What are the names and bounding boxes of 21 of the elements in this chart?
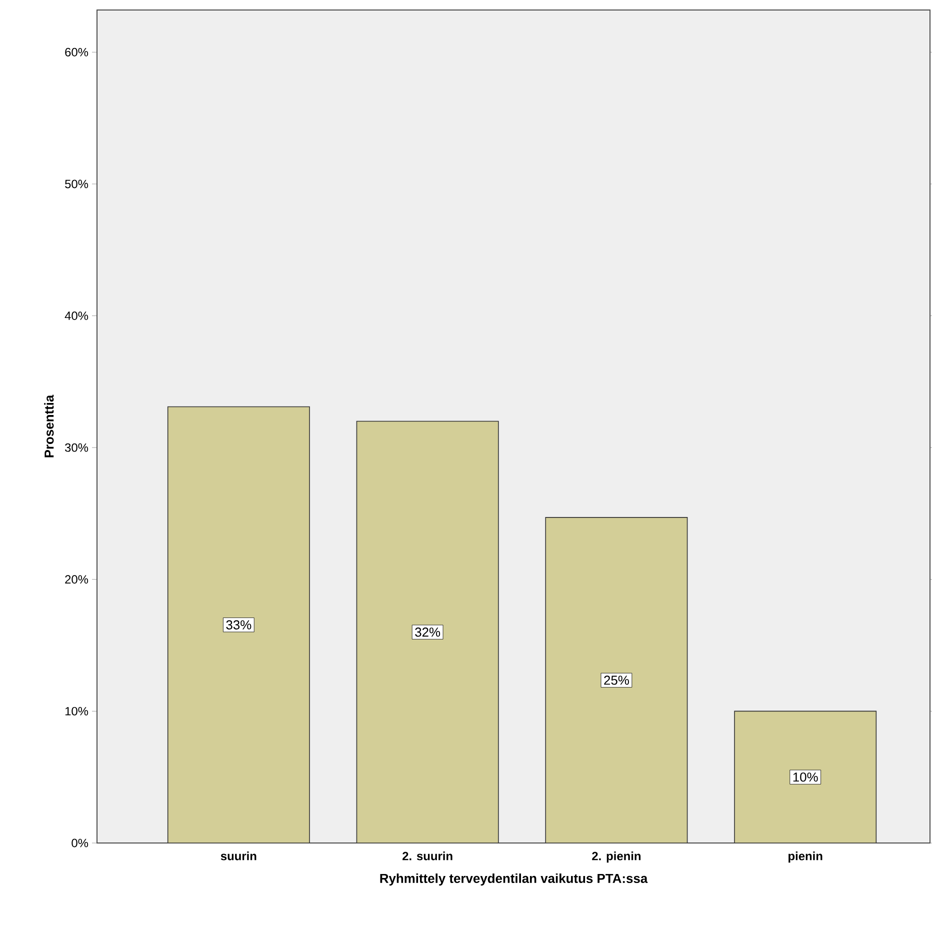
x-tick-label: 2. pienin <box>592 852 641 863</box>
y-tick-label: 50% <box>65 180 88 188</box>
data-label: 25% <box>604 676 629 685</box>
y-tick-label: 0% <box>72 838 88 848</box>
y-tick-label: 60% <box>65 48 88 56</box>
y-tick-label: 10% <box>65 706 88 716</box>
x-tick-label: pienin <box>788 852 822 863</box>
data-label: 32% <box>415 628 440 637</box>
x-tick-label: suurin <box>220 852 256 860</box>
data-label: 10% <box>793 772 818 782</box>
y-tick-label: 30% <box>65 443 88 452</box>
y-tick-label: 20% <box>65 575 88 584</box>
bar <box>734 710 877 843</box>
x-axis-title: Ryhmittely terveydentilan vaikutus PTA:ssa <box>380 873 648 886</box>
bar <box>168 406 310 843</box>
y-axis-title: Prosenttia <box>44 394 54 458</box>
bar <box>545 517 688 843</box>
bar <box>356 420 499 843</box>
y-tick-label: 40% <box>64 312 88 320</box>
data-label: 33% <box>226 620 252 630</box>
x-tick-label: 2. suurin <box>402 852 452 860</box>
